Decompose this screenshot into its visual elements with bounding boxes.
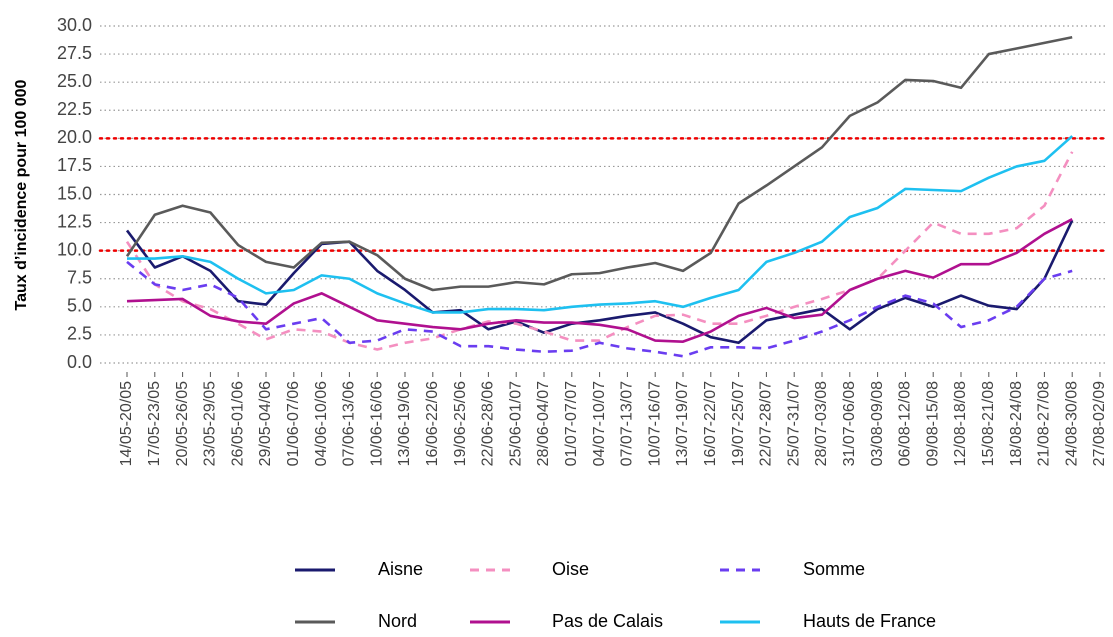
x-tick-label: 12/08-18/08 — [952, 381, 969, 467]
x-tick-label: 04/06-10/06 — [313, 381, 330, 467]
y-tick-label: 25.0 — [57, 71, 92, 91]
y-tick-label: 17.5 — [57, 155, 92, 175]
x-tick-label: 13/07-19/07 — [674, 381, 691, 467]
x-tick-label: 19/07-25/07 — [730, 381, 747, 467]
x-tick-label: 01/06-07/06 — [285, 381, 302, 467]
legend-label: Nord — [378, 611, 417, 631]
x-tick-label: 07/07-13/07 — [619, 381, 636, 467]
y-tick-label: 0.0 — [67, 352, 92, 372]
legend-label: Hauts de France — [803, 611, 936, 631]
y-axis-label: Taux d’incidence pour 100 000 — [13, 79, 30, 310]
x-tick-label: 21/08-27/08 — [1036, 381, 1053, 467]
x-tick-label: 23/05-29/05 — [202, 381, 219, 467]
y-tick-label: 5.0 — [67, 296, 92, 316]
y-tick-label: 12.5 — [57, 211, 92, 231]
y-tick-label: 15.0 — [57, 183, 92, 203]
x-tick-label: 27/08-02/09 — [1091, 381, 1108, 467]
x-tick-label: 10/06-16/06 — [368, 381, 385, 467]
x-tick-label: 03/08-09/08 — [869, 381, 886, 467]
x-tick-label: 26/05-01/06 — [229, 381, 246, 467]
x-tick-label: 14/05-20/05 — [118, 381, 135, 467]
x-tick-label: 20/05-26/05 — [174, 381, 191, 467]
x-tick-label: 16/07-22/07 — [702, 381, 719, 467]
x-tick-label: 29/05-04/06 — [257, 381, 274, 467]
x-tick-label: 19/06-25/06 — [452, 381, 469, 467]
x-tick-label: 04/07-10/07 — [591, 381, 608, 467]
y-tick-label: 7.5 — [67, 268, 92, 288]
series-line — [126, 218, 1073, 343]
series-line — [125, 219, 1074, 345]
x-tick-label: 31/07-06/08 — [841, 381, 858, 467]
x-tick-label: 17/05-23/05 — [146, 381, 163, 467]
x-tick-label: 25/06-01/07 — [507, 381, 524, 467]
x-tick-label: 07/06-13/06 — [341, 381, 358, 467]
series-line — [125, 35, 1073, 292]
x-tick-label: 10/07-16/07 — [646, 381, 663, 467]
x-tick-label: 06/08-12/08 — [897, 381, 914, 467]
series-line — [127, 135, 1074, 314]
x-tick-label: 01/07-07/07 — [563, 381, 580, 467]
x-tick-label: 09/08-15/08 — [924, 381, 941, 467]
y-tick-label: 20.0 — [57, 127, 92, 147]
x-tick-label: 24/08-30/08 — [1063, 381, 1080, 467]
x-tick-label: 25/07-31/07 — [785, 381, 802, 467]
x-tick-label: 22/07-28/07 — [758, 381, 775, 467]
y-tick-label: 10.0 — [57, 239, 92, 259]
y-tick-label: 2.5 — [67, 324, 92, 344]
series-line — [126, 260, 1073, 358]
x-tick-label: 22/06-28/06 — [480, 381, 497, 467]
x-tick-label: 16/06-22/06 — [424, 381, 441, 467]
x-tick-label: 15/08-21/08 — [980, 381, 997, 467]
y-tick-label: 22.5 — [57, 99, 92, 119]
x-tick-label: 28/07-03/08 — [813, 381, 830, 467]
y-tick-label: 30.0 — [57, 15, 92, 35]
x-tick-label: 18/08-24/08 — [1008, 381, 1025, 467]
x-tick-label: 13/06-19/06 — [396, 381, 413, 467]
legend-label: Aisne — [378, 559, 423, 579]
y-tick-label: 27.5 — [57, 43, 92, 63]
x-tick-label: 28/06-04/07 — [535, 381, 552, 467]
series-line — [125, 151, 1074, 351]
legend-label: Pas de Calais — [552, 611, 663, 631]
legend-label: Somme — [803, 559, 865, 579]
legend-label: Oise — [552, 559, 589, 579]
